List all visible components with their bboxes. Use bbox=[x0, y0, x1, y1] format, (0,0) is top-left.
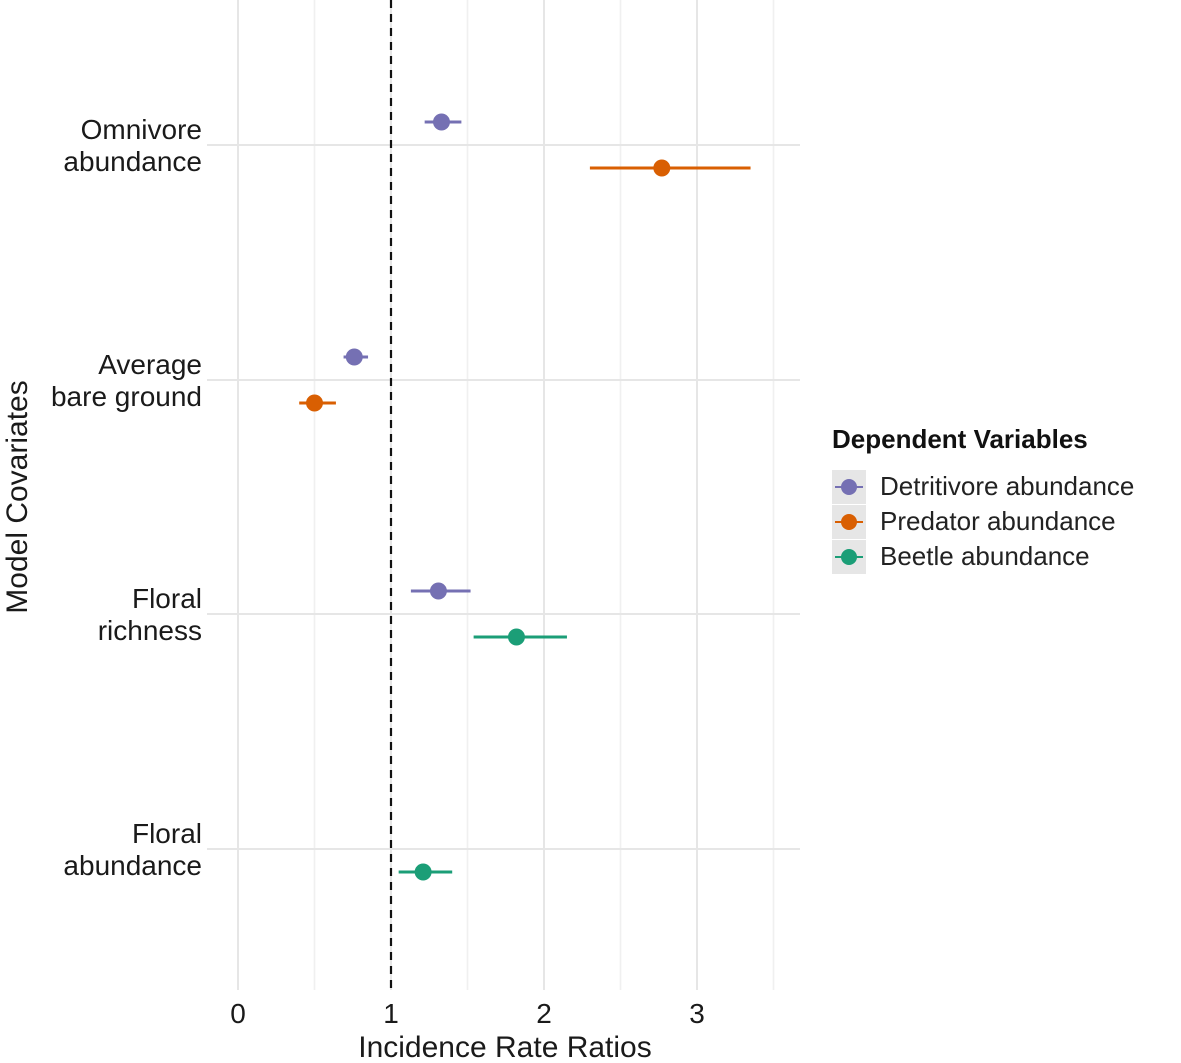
grid-major bbox=[207, 0, 800, 990]
y-tick-label-line: Average bbox=[98, 349, 202, 380]
legend-title: Dependent Variables bbox=[832, 424, 1088, 454]
y-tick-label-line: Omnivore bbox=[81, 114, 202, 145]
y-tick-label-floralabund: Floral abundance bbox=[63, 818, 202, 881]
grid-minor bbox=[313, 0, 775, 990]
y-tick-label-line: Floral bbox=[132, 583, 202, 614]
point-detritivore-bare bbox=[345, 348, 363, 366]
y-tick-label-line: abundance bbox=[63, 146, 202, 177]
point-beetle-floralabund bbox=[414, 863, 432, 881]
legend-label-detritivore: Detritivore abundance bbox=[880, 471, 1135, 501]
legend-key-dot bbox=[841, 548, 857, 565]
legend-key-predator bbox=[832, 504, 866, 539]
legend-key-dot bbox=[841, 513, 857, 530]
y-axis-label: Model Covariates bbox=[1, 380, 34, 613]
y-tick-label-line: abundance bbox=[63, 850, 202, 881]
x-tick-label-3: 3 bbox=[689, 998, 705, 1029]
y-tick-label-omnivore: Omnivore abundance bbox=[63, 114, 202, 177]
legend-key-dot bbox=[841, 478, 857, 495]
legend-key-detritivore bbox=[832, 469, 866, 504]
point-detritivore-omnivore bbox=[432, 113, 450, 131]
legend-key-beetle bbox=[832, 539, 866, 574]
legend-item-predator: Predator abundance bbox=[832, 504, 1134, 539]
x-tick-label-2: 2 bbox=[536, 998, 552, 1029]
x-axis-label: Incidence Rate Ratios bbox=[358, 1031, 652, 1063]
point-predator-bare bbox=[306, 394, 323, 412]
point-beetle-floralrich bbox=[507, 628, 525, 646]
data-marks bbox=[299, 113, 751, 881]
legend-label-beetle: Beetle abundance bbox=[880, 541, 1090, 571]
y-tick-label-floralrich: Floral richness bbox=[98, 583, 202, 646]
point-detritivore-floralrich bbox=[429, 582, 447, 600]
x-tick-label-0: 0 bbox=[230, 998, 246, 1029]
y-tick-label-line: bare ground bbox=[51, 381, 202, 412]
point-predator-omnivore bbox=[653, 159, 671, 177]
y-tick-label-line: richness bbox=[98, 615, 202, 646]
x-tick-label-1: 1 bbox=[383, 998, 399, 1029]
x-tick-labels: 0 1 2 3 bbox=[230, 998, 705, 1029]
legend-label-predator: Predator abundance bbox=[880, 506, 1116, 536]
legend-item-detritivore: Detritivore abundance bbox=[832, 469, 1134, 504]
legend-item-beetle: Beetle abundance bbox=[832, 539, 1134, 574]
legend: Dependent Variables Detritivore abundanc… bbox=[832, 424, 1134, 574]
y-tick-label-bare: Average bare ground bbox=[51, 349, 202, 412]
y-tick-label-line: Floral bbox=[132, 818, 202, 849]
